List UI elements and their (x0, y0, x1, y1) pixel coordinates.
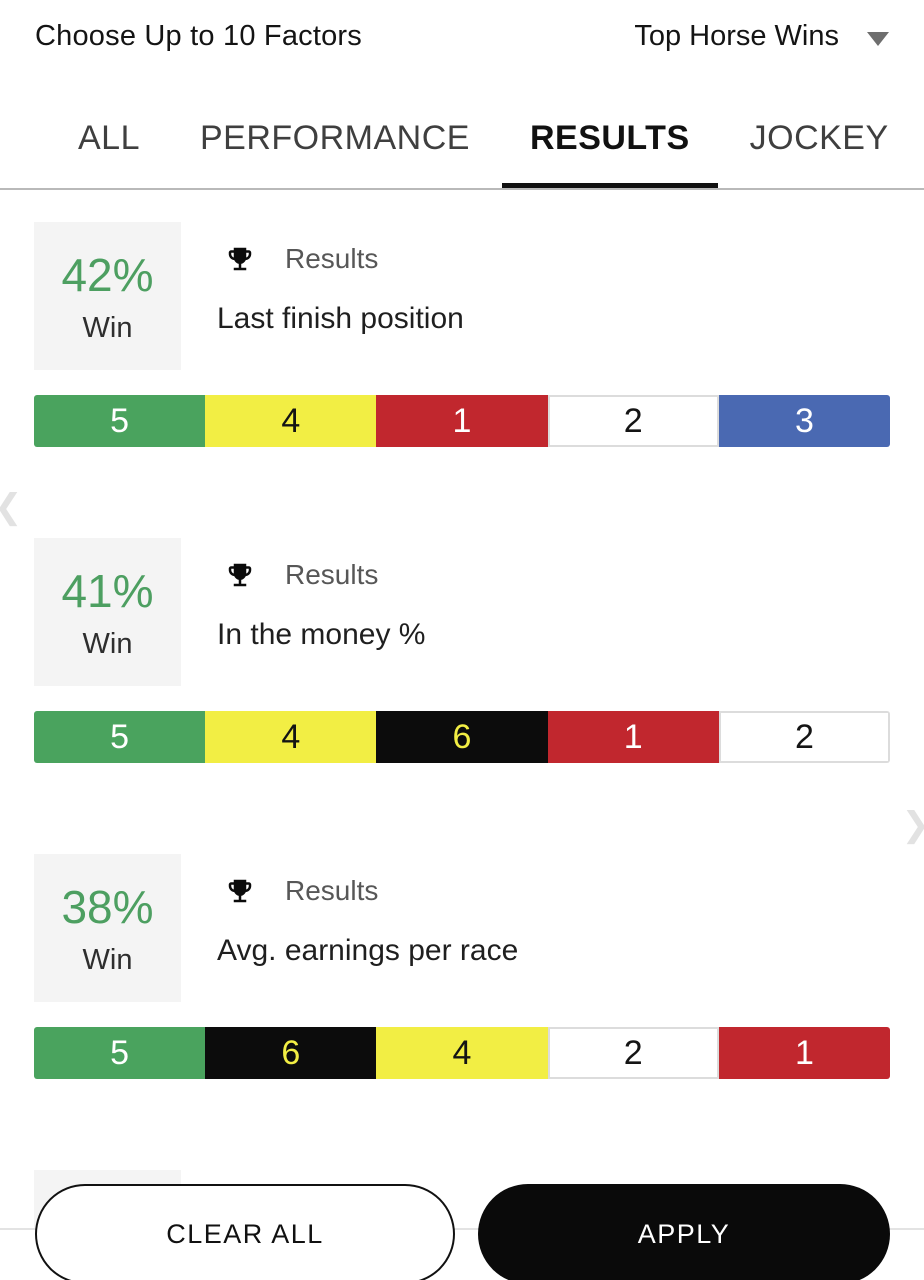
page-title: Choose Up to 10 Factors (35, 20, 362, 52)
rank-segment-white: 2 (547, 395, 719, 447)
win-stat-box: 42% Win (34, 222, 181, 370)
win-label: Win (82, 627, 133, 660)
rank-segment-black: 6 (205, 1027, 377, 1079)
win-stat-box: 38% Win (34, 854, 181, 1002)
scroll-left-icon[interactable]: ❮ (0, 490, 23, 524)
factor-category: Results (285, 243, 379, 274)
apply-button[interactable]: APPLY (478, 1184, 890, 1280)
win-percentage: 38% (61, 880, 154, 933)
rank-segment-red: 1 (376, 395, 548, 447)
caret-down-icon (867, 31, 889, 46)
factor-name: Last finish position (217, 302, 464, 335)
tab-performance[interactable]: PERFORMANCE (200, 119, 470, 157)
factor-name: In the money % (217, 618, 426, 651)
rank-segment-white: 2 (718, 711, 890, 763)
win-percentage: 42% (61, 248, 154, 301)
factor-category: Results (285, 875, 379, 906)
rank-segment-green: 5 (34, 1027, 206, 1079)
trophy-icon (228, 247, 252, 271)
rank-segment-yellow: 4 (376, 1027, 548, 1079)
tab-all[interactable]: ALL (78, 119, 140, 157)
rank-segment-green: 5 (34, 395, 206, 447)
rank-segment-blue: 3 (718, 395, 890, 447)
factor-name: Avg. earnings per race (217, 934, 519, 967)
rank-segment-green: 5 (34, 711, 206, 763)
win-percentage: 41% (61, 564, 154, 617)
factor-category: Results (285, 559, 379, 590)
rank-segment-yellow: 4 (205, 395, 377, 447)
rank-segment-black: 6 (376, 711, 548, 763)
rank-segment-white: 2 (547, 1027, 719, 1079)
win-label: Win (82, 311, 133, 344)
trophy-icon (228, 879, 252, 903)
header: Choose Up to 10 Factors Top Horse Wins (0, 0, 924, 53)
tab-results[interactable]: RESULTS (502, 119, 718, 188)
factor-card[interactable]: 38% Win Results Avg. earnings per race 5… (34, 854, 890, 1079)
rank-segment-red: 1 (547, 711, 719, 763)
rank-segment-red: 1 (718, 1027, 890, 1079)
clear-all-button[interactable]: CLEAR ALL (35, 1184, 455, 1280)
sort-dropdown[interactable]: Top Horse Wins (634, 20, 889, 53)
trophy-icon (228, 563, 252, 587)
rank-segment-yellow: 4 (205, 711, 377, 763)
scroll-right-icon[interactable]: ❯ (902, 808, 924, 842)
tab-bar: ALL PERFORMANCE RESULTS JOCKEY (0, 119, 924, 190)
win-label: Win (82, 943, 133, 976)
tab-jockey[interactable]: JOCKEY (749, 119, 889, 157)
sort-dropdown-value: Top Horse Wins (634, 20, 839, 52)
win-stat-box: 41% Win (34, 538, 181, 686)
